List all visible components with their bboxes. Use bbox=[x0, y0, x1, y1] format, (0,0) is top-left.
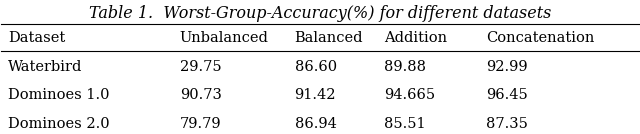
Text: 86.60: 86.60 bbox=[294, 60, 337, 74]
Text: 89.88: 89.88 bbox=[384, 60, 426, 74]
Text: Concatenation: Concatenation bbox=[486, 31, 594, 45]
Text: Dominoes 2.0: Dominoes 2.0 bbox=[8, 117, 109, 131]
Text: 87.35: 87.35 bbox=[486, 117, 527, 131]
Text: Waterbird: Waterbird bbox=[8, 60, 82, 74]
Text: 86.94: 86.94 bbox=[294, 117, 337, 131]
Text: 90.73: 90.73 bbox=[180, 88, 221, 102]
Text: 92.99: 92.99 bbox=[486, 60, 527, 74]
Text: Dataset: Dataset bbox=[8, 31, 65, 45]
Text: 79.79: 79.79 bbox=[180, 117, 221, 131]
Text: 96.45: 96.45 bbox=[486, 88, 527, 102]
Text: Balanced: Balanced bbox=[294, 31, 363, 45]
Text: Addition: Addition bbox=[384, 31, 447, 45]
Text: Dominoes 1.0: Dominoes 1.0 bbox=[8, 88, 109, 102]
Text: Table 1.  Worst-Group-Accuracy(%) for different datasets: Table 1. Worst-Group-Accuracy(%) for dif… bbox=[89, 5, 551, 22]
Text: 85.51: 85.51 bbox=[384, 117, 426, 131]
Text: Unbalanced: Unbalanced bbox=[180, 31, 269, 45]
Text: 91.42: 91.42 bbox=[294, 88, 336, 102]
Text: 94.665: 94.665 bbox=[384, 88, 435, 102]
Text: 29.75: 29.75 bbox=[180, 60, 221, 74]
